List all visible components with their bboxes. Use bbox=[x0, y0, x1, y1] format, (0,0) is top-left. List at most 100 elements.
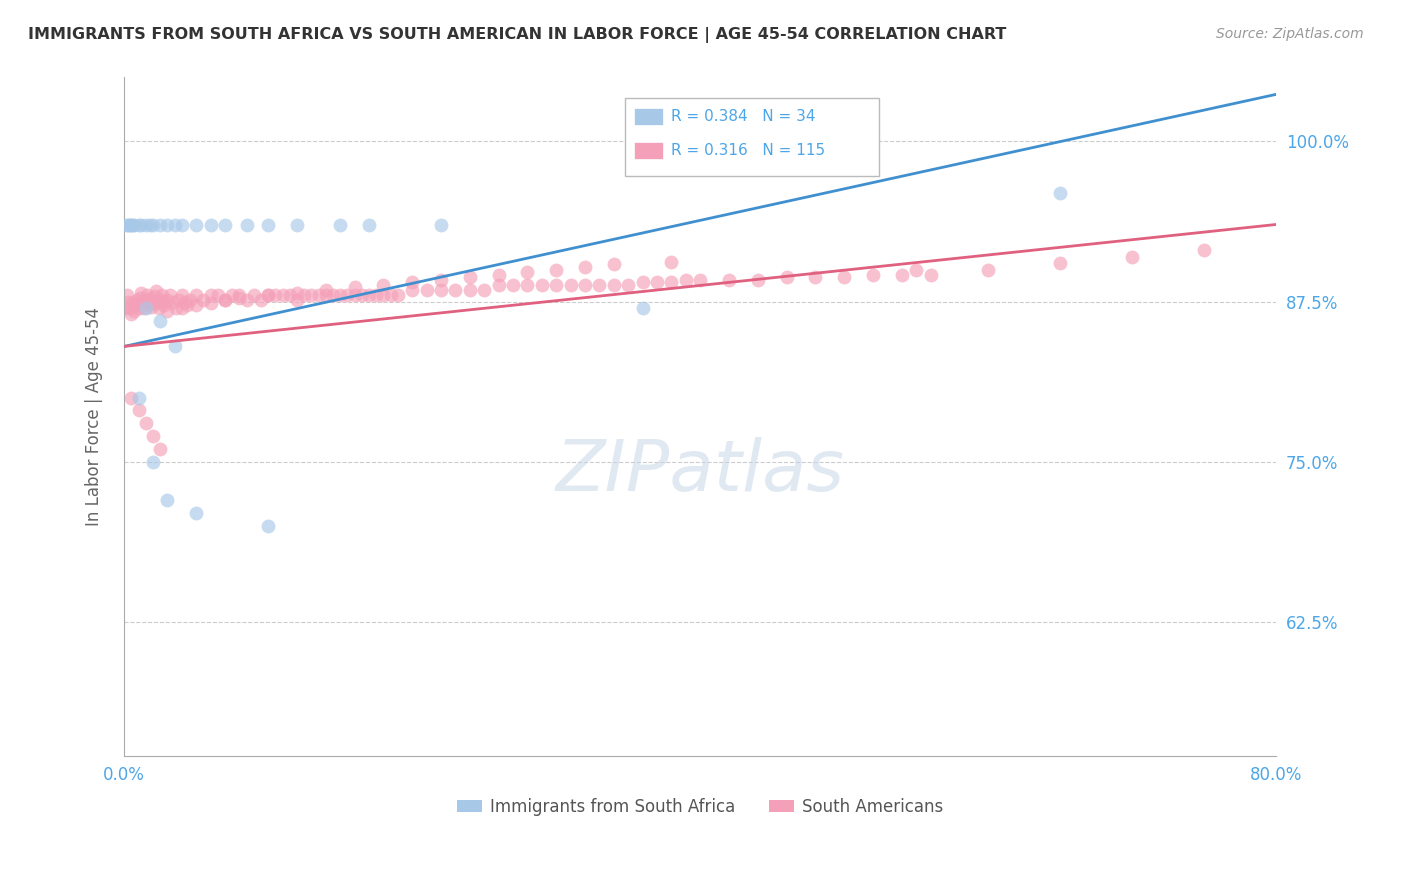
Point bbox=[322, 288, 344, 302]
Point bbox=[235, 293, 257, 308]
Point bbox=[380, 288, 402, 302]
Point bbox=[530, 277, 553, 292]
Point bbox=[285, 285, 308, 300]
Point bbox=[135, 301, 157, 315]
Point bbox=[350, 288, 373, 302]
Point bbox=[357, 288, 380, 302]
Point bbox=[122, 218, 145, 232]
Point bbox=[278, 288, 301, 302]
Point bbox=[257, 288, 280, 302]
Point bbox=[717, 273, 740, 287]
Point bbox=[1192, 244, 1215, 258]
Point bbox=[775, 270, 797, 285]
Point bbox=[139, 218, 162, 232]
Point bbox=[170, 218, 193, 232]
Point bbox=[631, 276, 654, 290]
Point bbox=[631, 301, 654, 315]
Point bbox=[315, 288, 337, 302]
Point bbox=[617, 277, 640, 292]
Point bbox=[299, 288, 322, 302]
Point bbox=[214, 218, 236, 232]
Point bbox=[114, 301, 136, 315]
FancyBboxPatch shape bbox=[634, 108, 664, 125]
Point bbox=[200, 218, 222, 232]
Point bbox=[117, 294, 139, 309]
Point bbox=[257, 288, 280, 302]
Text: R = 0.316   N = 115: R = 0.316 N = 115 bbox=[671, 144, 825, 158]
Point bbox=[179, 293, 201, 308]
Point bbox=[546, 262, 568, 277]
Point bbox=[285, 293, 308, 308]
Point bbox=[156, 218, 179, 232]
Point bbox=[675, 273, 697, 287]
Point bbox=[747, 273, 769, 287]
Point bbox=[132, 294, 155, 309]
Point bbox=[128, 403, 150, 417]
Point bbox=[343, 288, 366, 302]
Point bbox=[343, 280, 366, 294]
Point bbox=[832, 270, 855, 285]
Point bbox=[207, 288, 229, 302]
Point bbox=[285, 218, 308, 232]
Point bbox=[143, 289, 166, 303]
Point bbox=[488, 277, 510, 292]
Point bbox=[135, 293, 157, 308]
Point bbox=[257, 218, 280, 232]
Text: IMMIGRANTS FROM SOUTH AFRICA VS SOUTH AMERICAN IN LABOR FORCE | AGE 45-54 CORREL: IMMIGRANTS FROM SOUTH AFRICA VS SOUTH AM… bbox=[28, 27, 1007, 43]
Point bbox=[458, 283, 481, 297]
Point bbox=[1049, 256, 1071, 270]
Point bbox=[546, 277, 568, 292]
Point bbox=[200, 288, 222, 302]
Point bbox=[430, 283, 453, 297]
Point bbox=[127, 293, 149, 308]
Text: ZIPatlas: ZIPatlas bbox=[555, 437, 845, 506]
Point bbox=[184, 298, 207, 312]
Point bbox=[602, 277, 624, 292]
Point bbox=[149, 314, 172, 328]
Point bbox=[122, 303, 145, 318]
Point bbox=[193, 293, 215, 308]
Point bbox=[184, 288, 207, 302]
Point bbox=[121, 294, 143, 309]
Point bbox=[502, 277, 524, 292]
Point bbox=[574, 277, 596, 292]
Point bbox=[128, 301, 150, 315]
Point bbox=[357, 218, 380, 232]
Y-axis label: In Labor Force | Age 45-54: In Labor Force | Age 45-54 bbox=[86, 308, 103, 526]
Point bbox=[905, 262, 928, 277]
Point bbox=[977, 262, 1000, 277]
Point bbox=[142, 455, 165, 469]
Point bbox=[329, 288, 352, 302]
Point bbox=[142, 429, 165, 443]
Point bbox=[173, 294, 195, 309]
Point bbox=[308, 288, 330, 302]
Text: Source: ZipAtlas.com: Source: ZipAtlas.com bbox=[1216, 27, 1364, 41]
Point bbox=[264, 288, 287, 302]
Point bbox=[136, 288, 159, 302]
Point bbox=[574, 260, 596, 274]
Point bbox=[257, 518, 280, 533]
Point bbox=[184, 506, 207, 520]
FancyBboxPatch shape bbox=[634, 142, 664, 159]
Point bbox=[387, 288, 409, 302]
Point bbox=[167, 293, 190, 308]
Text: R = 0.384   N = 34: R = 0.384 N = 34 bbox=[671, 110, 815, 124]
Point bbox=[115, 218, 138, 232]
Point bbox=[472, 283, 495, 297]
Point bbox=[152, 294, 174, 309]
Point bbox=[159, 288, 181, 302]
Point bbox=[148, 301, 170, 315]
Legend: Immigrants from South Africa, South Americans: Immigrants from South Africa, South Amer… bbox=[450, 791, 950, 822]
Point bbox=[120, 391, 142, 405]
Point bbox=[120, 218, 142, 232]
Point bbox=[228, 291, 250, 305]
Point bbox=[430, 218, 453, 232]
Point bbox=[588, 277, 610, 292]
Point bbox=[153, 298, 176, 312]
Point bbox=[415, 283, 437, 297]
Point bbox=[139, 292, 162, 306]
Point bbox=[560, 277, 582, 292]
Point bbox=[329, 218, 352, 232]
Point bbox=[163, 339, 186, 353]
Point bbox=[162, 294, 184, 309]
